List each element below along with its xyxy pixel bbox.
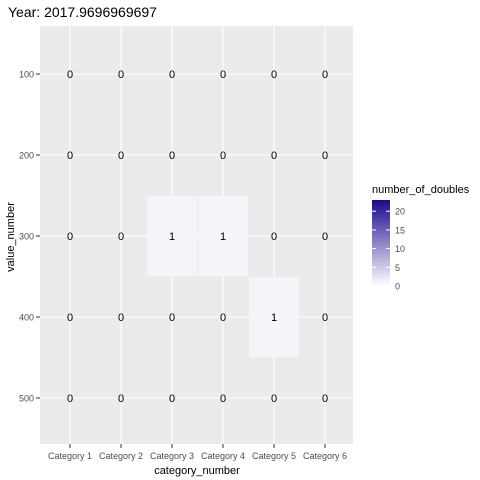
cell-value-label: 0: [220, 393, 226, 405]
cell-value-label: 0: [118, 312, 124, 324]
cell-value-label: 0: [169, 393, 175, 405]
cell-value-label: 0: [220, 312, 226, 324]
cell-value-label: 0: [322, 312, 328, 324]
cell-value-label: 0: [67, 393, 73, 405]
cell-value-label: 0: [220, 150, 226, 162]
y-tick-label: 300: [19, 232, 34, 242]
cell-value-label: 1: [220, 231, 226, 243]
cell-value-label: 0: [169, 312, 175, 324]
cell-value-label: 0: [220, 69, 226, 81]
cell-value-label: 0: [271, 150, 277, 162]
cell-value-label: 0: [67, 231, 73, 243]
legend-tick-label: 15: [395, 225, 405, 235]
cell-value-label: 0: [118, 69, 124, 81]
cell-value-label: 0: [271, 231, 277, 243]
cell-value-label: 0: [271, 393, 277, 405]
y-tick-label: 500: [19, 394, 34, 404]
cell-value-label: 0: [169, 69, 175, 81]
y-tick-label: 100: [19, 70, 34, 80]
x-tick-label: Category 1: [48, 451, 92, 461]
cell-value-label: 0: [271, 69, 277, 81]
legend-title: number_of_doubles: [372, 184, 470, 196]
chart-title: Year: 2017.9696969697: [8, 4, 157, 20]
cell-value-label: 0: [169, 150, 175, 162]
cell-value-label: 1: [169, 231, 175, 243]
cell-value-label: 0: [67, 150, 73, 162]
y-tick-label: 200: [19, 151, 34, 161]
legend-tick-label: 5: [395, 263, 400, 273]
y-tick-label: 400: [19, 313, 34, 323]
x-tick-label: Category 2: [99, 451, 143, 461]
heatmap-cell: [198, 196, 248, 276]
x-tick-label: Category 6: [303, 451, 347, 461]
x-tick-label: Category 3: [150, 451, 194, 461]
cell-value-label: 0: [118, 231, 124, 243]
x-tick-label: Category 4: [201, 451, 245, 461]
x-tick-label: Category 5: [252, 451, 296, 461]
cell-value-label: 0: [322, 231, 328, 243]
legend: number_of_doubles 0 5 10 15 20: [372, 184, 470, 292]
cell-value-label: 1: [271, 312, 277, 324]
heatmap-cell: [147, 196, 197, 276]
legend-tick-label: 0: [395, 282, 400, 292]
legend-tick-label: 10: [395, 244, 405, 254]
y-axis-title: value_number: [5, 202, 17, 272]
cell-value-label: 0: [67, 69, 73, 81]
legend-tick-label: 20: [395, 207, 405, 217]
cell-value-label: 0: [67, 312, 73, 324]
cell-value-label: 0: [322, 69, 328, 81]
cell-value-label: 0: [118, 393, 124, 405]
legend-colorbar: [372, 200, 390, 286]
x-axis-title: category_number: [154, 465, 240, 477]
cell-value-label: 0: [322, 393, 328, 405]
cell-value-label: 0: [322, 150, 328, 162]
cell-value-label: 0: [118, 150, 124, 162]
heatmap-cell: [249, 277, 299, 357]
